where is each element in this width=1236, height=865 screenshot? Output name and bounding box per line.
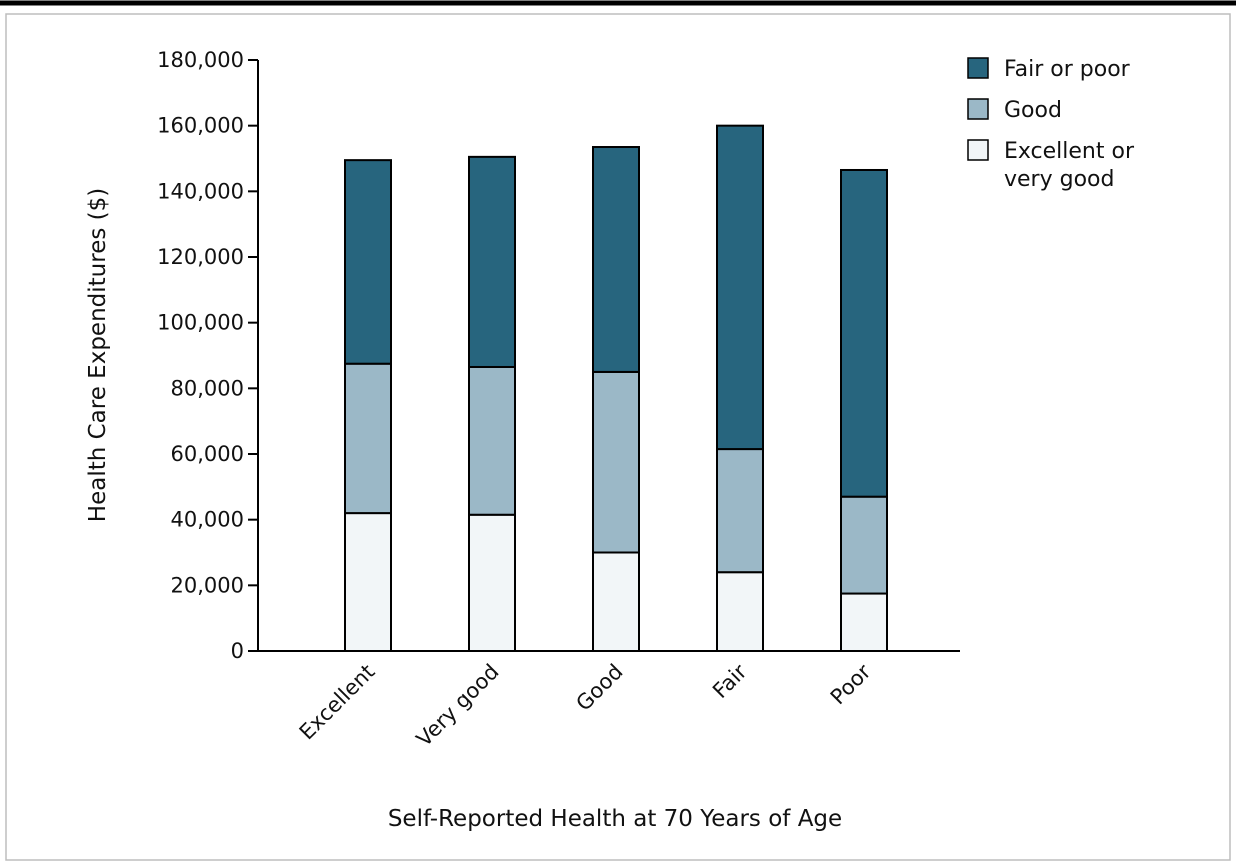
bar-segment <box>344 362 392 515</box>
y-tick-label: 60,000 <box>171 442 244 466</box>
x-axis-title: Self-Reported Health at 70 Years of Age <box>388 806 842 832</box>
y-tick-label: 100,000 <box>157 311 244 335</box>
y-tick-label: 160,000 <box>157 114 244 138</box>
bars-group <box>344 124 888 653</box>
y-tick-label: 180,000 <box>157 48 244 72</box>
bar-segment <box>840 495 888 595</box>
bar-segment <box>468 155 516 368</box>
y-tick-label: 40,000 <box>171 508 244 532</box>
x-axis: Excellent Very good Good Fair Poor <box>258 650 960 752</box>
legend-label: Excellent or <box>1004 139 1135 164</box>
y-tick-label: 0 <box>231 639 244 663</box>
bar-segment <box>592 146 640 373</box>
bar-segment <box>716 124 764 451</box>
bar-segment <box>716 571 764 653</box>
legend-label: Good <box>1004 98 1062 123</box>
y-tick-label: 80,000 <box>171 376 244 400</box>
y-tick-label: 120,000 <box>157 245 244 269</box>
bar-segment <box>468 365 516 516</box>
legend-label: Fair or poor <box>1004 57 1131 82</box>
bar-segment <box>840 592 888 653</box>
panel-border <box>5 13 1231 861</box>
legend-swatch <box>967 139 989 161</box>
bar-segment <box>468 513 516 652</box>
y-axis: 0 20,000 40,000 60,000 80,000 100,000 120,000 1… <box>157 48 259 663</box>
bar-segment <box>592 551 640 652</box>
x-tick-label: Good <box>571 660 627 716</box>
x-tick-label: Excellent <box>295 660 380 745</box>
y-tick-label: 140,000 <box>157 179 244 203</box>
y-axis-title: Health Care Expenditures ($) <box>85 188 111 522</box>
bar-segment <box>592 370 640 554</box>
y-tick-label: 20,000 <box>171 573 244 597</box>
legend: Fair or poor Good Excellent or very good <box>967 57 1135 192</box>
x-tick-label: Very good <box>412 660 504 752</box>
bar-segment <box>344 159 392 365</box>
legend-label: very good <box>1004 167 1114 192</box>
legend-swatch <box>967 98 989 120</box>
bar-segment <box>716 448 764 574</box>
x-tick-label: Poor <box>826 659 876 709</box>
x-tick-label: Fair <box>708 659 752 703</box>
bar-segment <box>344 512 392 652</box>
legend-swatch <box>967 57 989 79</box>
bar-segment <box>840 168 888 498</box>
